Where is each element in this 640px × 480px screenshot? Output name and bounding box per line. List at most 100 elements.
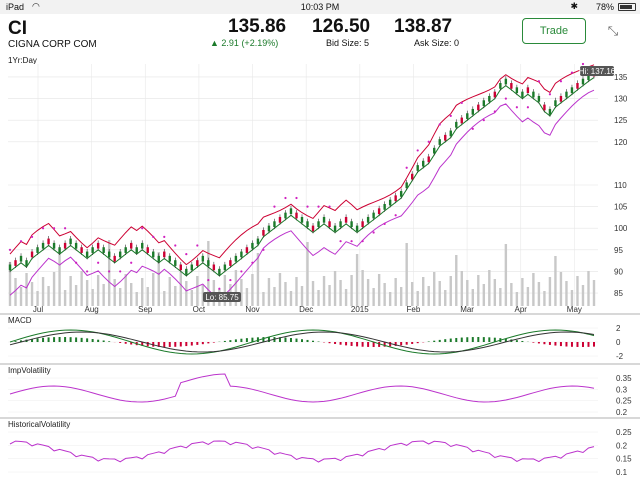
volume-bar xyxy=(130,283,133,306)
volume-bar xyxy=(273,287,276,306)
candle-body xyxy=(36,247,39,253)
price-x-tick-label: Dec xyxy=(299,305,313,314)
price-y-tick-label: 135 xyxy=(614,73,628,82)
volume-bar xyxy=(515,292,519,306)
macd-histogram-bar xyxy=(482,337,485,342)
bid-size: Bid Size: 5 xyxy=(326,38,370,48)
candle-body xyxy=(284,212,287,219)
macd-histogram-bar xyxy=(477,337,480,342)
price-x-tick-label: May xyxy=(567,305,582,314)
candle-body xyxy=(245,247,249,253)
macd-histogram-bar xyxy=(593,342,595,347)
price-pane[interactable]: 85 90 95 100 105 110 120 125 130 135 Jul Aug Sep Oct N… xyxy=(0,62,640,314)
sar-dot xyxy=(504,97,507,100)
candle-body xyxy=(521,91,524,98)
price-x-tick-label: Oct xyxy=(193,305,206,314)
sar-dot xyxy=(350,240,353,243)
macd-histogram-bar xyxy=(493,337,496,342)
candle-body xyxy=(63,242,67,249)
chart-area[interactable]: 85 90 95 100 105 110 120 125 130 135 Jul Aug Sep Oct N… xyxy=(0,62,640,480)
candle-body xyxy=(311,225,315,232)
candle-body xyxy=(135,247,138,253)
sar-dot xyxy=(152,235,155,238)
volume-bar xyxy=(333,271,337,306)
candle-body xyxy=(493,91,497,98)
volume-bar xyxy=(223,275,227,306)
macd-histogram-bar xyxy=(240,338,243,342)
sar-dot xyxy=(240,270,243,273)
sar-dot xyxy=(526,106,529,109)
candle-body xyxy=(300,216,304,223)
candle-body xyxy=(449,130,452,137)
volume-bar xyxy=(377,274,381,306)
volume-bar xyxy=(581,285,585,306)
macd-histogram-bar xyxy=(31,338,34,342)
candle-body xyxy=(361,221,364,227)
macd-histogram-bar xyxy=(356,342,359,347)
sar-dot xyxy=(262,248,265,251)
candle-body xyxy=(41,242,45,249)
status-bar: iPad ◠ 10:03 PM ✱ 78% xyxy=(0,0,640,14)
pane-y-tick-label: 0.25 xyxy=(616,397,632,406)
sar-dot xyxy=(63,227,67,230)
volume-bar xyxy=(201,285,205,306)
trade-button[interactable]: Trade xyxy=(522,18,586,44)
candle-body xyxy=(58,247,61,253)
macd-histogram-bar xyxy=(20,340,23,342)
up-arrow-icon: ▲ xyxy=(210,38,222,48)
volume-bar xyxy=(8,262,12,306)
macd-histogram-bar xyxy=(548,342,551,345)
historicalvolatility-line xyxy=(9,440,595,463)
candle-body xyxy=(499,83,502,89)
volume-bar xyxy=(416,291,419,306)
sar-dot xyxy=(317,205,320,208)
sar-dot xyxy=(471,127,474,130)
macd-histogram-bar xyxy=(405,342,408,345)
pane-y-tick-label: 0.15 xyxy=(616,455,632,464)
sar-dot xyxy=(207,278,210,282)
sar-dot xyxy=(416,149,419,152)
sar-dot xyxy=(548,93,552,96)
macd-signal-line xyxy=(9,331,595,353)
price-y-tick-label: 95 xyxy=(614,246,623,255)
macd-histogram-bar xyxy=(146,342,149,347)
price-x-tick-label: Aug xyxy=(85,305,99,314)
ticker-symbol: CI xyxy=(8,18,27,39)
macd-histogram-bar xyxy=(334,342,337,344)
candle-body xyxy=(30,251,34,258)
candle-body xyxy=(372,212,375,219)
macd-histogram-bar xyxy=(449,338,452,342)
volume-bar xyxy=(570,290,574,306)
collapse-icon[interactable]: ⤡ xyxy=(607,23,619,38)
candle-body xyxy=(69,238,72,245)
battery-percent: 78% xyxy=(595,2,614,12)
volume-bar xyxy=(306,242,309,306)
macd-histogram-bar xyxy=(262,337,265,342)
macd-histogram-bar xyxy=(570,342,573,347)
chart-range[interactable]: 1Yr:Day xyxy=(8,56,37,65)
macd-histogram-bar xyxy=(267,337,270,342)
candle-body xyxy=(152,251,155,258)
macd-histogram-bar xyxy=(394,342,397,346)
macd-histogram-bar xyxy=(185,342,188,347)
macd-histogram-bar xyxy=(86,338,89,342)
macd-histogram-bar xyxy=(378,342,381,347)
candle-body xyxy=(377,208,381,215)
price-x-tick-label: Mar xyxy=(460,305,474,314)
volume-bar xyxy=(587,271,590,306)
candle-body xyxy=(130,242,133,249)
volume-bar xyxy=(504,244,508,306)
volume-bar xyxy=(399,287,403,306)
upper-band-line xyxy=(9,64,595,266)
candle-body xyxy=(229,260,232,266)
candle-body xyxy=(460,117,463,124)
macd-histogram-bar xyxy=(190,342,193,346)
sar-dot xyxy=(515,106,518,109)
volume-bar xyxy=(592,280,596,306)
volume-bar xyxy=(135,292,138,306)
candle-body xyxy=(339,221,342,227)
volume-bar xyxy=(444,290,447,306)
candle-body xyxy=(559,95,563,102)
macd-histogram-bar xyxy=(515,340,518,342)
bluetooth-icon: ✱ xyxy=(570,1,578,11)
